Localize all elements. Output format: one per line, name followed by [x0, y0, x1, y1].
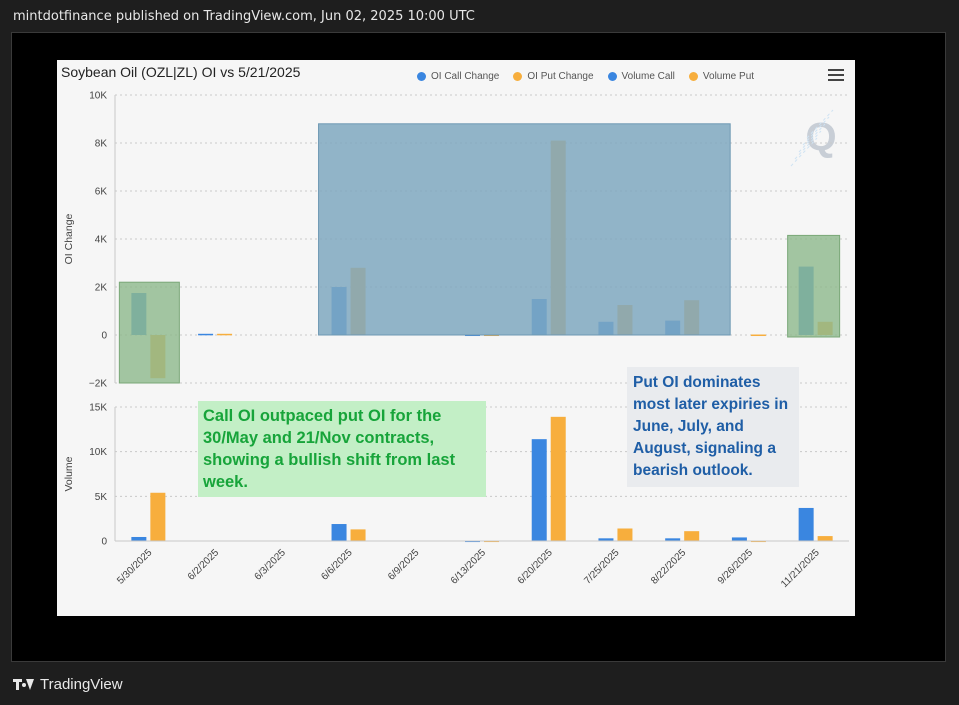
y-tick-label: 2K — [95, 283, 108, 294]
y-axis-label: OI Change — [63, 213, 75, 264]
x-tick-label: 6/13/2025 — [449, 547, 489, 587]
y-tick-label: 0 — [101, 331, 107, 342]
highlight-nov21 — [787, 234, 841, 338]
legend-item-oi-put[interactable]: OI Put Change — [513, 71, 594, 82]
tradingview-logo-icon — [13, 678, 35, 691]
y-tick-label: 6K — [95, 187, 108, 198]
hamburger-menu-icon[interactable] — [828, 69, 844, 81]
chart-title: Soybean Oil (OZL|ZL) OI vs 5/21/2025 — [61, 64, 301, 80]
legend-item-volume-put[interactable]: Volume Put — [688, 71, 755, 82]
bar-volume-call-0 — [131, 536, 147, 541]
y-tick-label: 4K — [95, 235, 108, 246]
highlight-june-aug — [318, 123, 731, 336]
publication-info: mintdotfinance published on TradingView.… — [13, 9, 475, 24]
x-tick-label: 6/9/2025 — [386, 547, 422, 583]
bar-volume-put-8 — [684, 531, 700, 541]
legend-item-oi-call[interactable]: OI Call Change — [417, 71, 499, 82]
watermark-stroke — [802, 116, 830, 146]
legend-dot-icon — [607, 72, 617, 81]
x-tick-label: 6/3/2025 — [253, 547, 289, 583]
legend-item-volume-call[interactable]: Volume Call — [607, 71, 675, 82]
bullish-annotation: Call OI outpaced put OI for the 30/May a… — [198, 401, 486, 497]
x-tick-label: 6/20/2025 — [516, 547, 556, 587]
y-tick-label: 10K — [89, 91, 107, 102]
bar-oi-call-1 — [198, 333, 214, 336]
legend-label: OI Put Change — [527, 71, 594, 82]
bar-oi-put-9 — [750, 334, 766, 337]
watermark-stroke — [790, 137, 818, 167]
watermark-stroke — [794, 130, 822, 160]
y-tick-label: 15K — [89, 403, 107, 414]
bar-volume-put-10 — [817, 536, 833, 541]
bar-volume-put-0 — [150, 492, 166, 541]
x-tick-label: 6/2/2025 — [186, 547, 222, 583]
bar-volume-call-6 — [531, 439, 547, 541]
y-tick-label: 8K — [95, 139, 108, 150]
oi-volume-chart: Q −2K 0 2K 4K 6K 8K 10K OI Change 0 5K 10K 15K Volume… — [63, 91, 849, 590]
y-tick-label: 10K — [89, 447, 107, 458]
bar-volume-call-3 — [331, 524, 347, 541]
brand-name: TradingView — [40, 676, 123, 693]
bar-volume-call-7 — [598, 538, 614, 541]
highlight-may30 — [118, 281, 180, 384]
bar-volume-call-10 — [798, 507, 814, 541]
bar-volume-put-6 — [550, 416, 566, 541]
y-tick-label: 5K — [95, 492, 108, 503]
chart-container: Q −2K 0 2K 4K 6K 8K 10K OI Change 0 5K 10K 15K Volume… — [57, 60, 855, 616]
bearish-annotation: Put OI dominates most later expiries in … — [627, 367, 799, 487]
legend-label: Volume Call — [621, 71, 675, 82]
bar-volume-call-8 — [665, 538, 681, 541]
legend-label: Volume Put — [702, 71, 755, 82]
y-axis-label: Volume — [63, 456, 75, 491]
legend-label: OI Call Change — [431, 71, 500, 82]
x-tick-label: 9/26/2025 — [716, 547, 756, 587]
x-tick-label: 8/22/2025 — [649, 547, 689, 587]
y-tick-label: −2K — [89, 379, 107, 390]
x-tick-label: 7/25/2025 — [582, 547, 622, 587]
watermark-logo-icon: Q — [805, 115, 836, 159]
legend-dot-icon — [417, 72, 426, 81]
bar-volume-put-7 — [617, 528, 633, 541]
chart-legend: OI Call Change OI Put Change Volume Call… — [417, 71, 754, 82]
y-tick-label: 0 — [101, 537, 107, 548]
legend-dot-icon — [688, 72, 698, 81]
x-tick-label: 5/30/2025 — [115, 547, 155, 587]
bar-volume-put-3 — [350, 529, 366, 541]
bar-oi-put-1 — [217, 333, 233, 336]
tradingview-footer[interactable]: TradingView — [13, 676, 123, 693]
x-tick-label: 6/6/2025 — [319, 547, 355, 583]
legend-dot-icon — [513, 72, 523, 81]
x-tick-label: 11/21/2025 — [779, 547, 822, 590]
watermark-stroke — [806, 109, 834, 139]
bar-volume-call-9 — [731, 537, 747, 541]
watermark-stroke — [798, 123, 826, 153]
